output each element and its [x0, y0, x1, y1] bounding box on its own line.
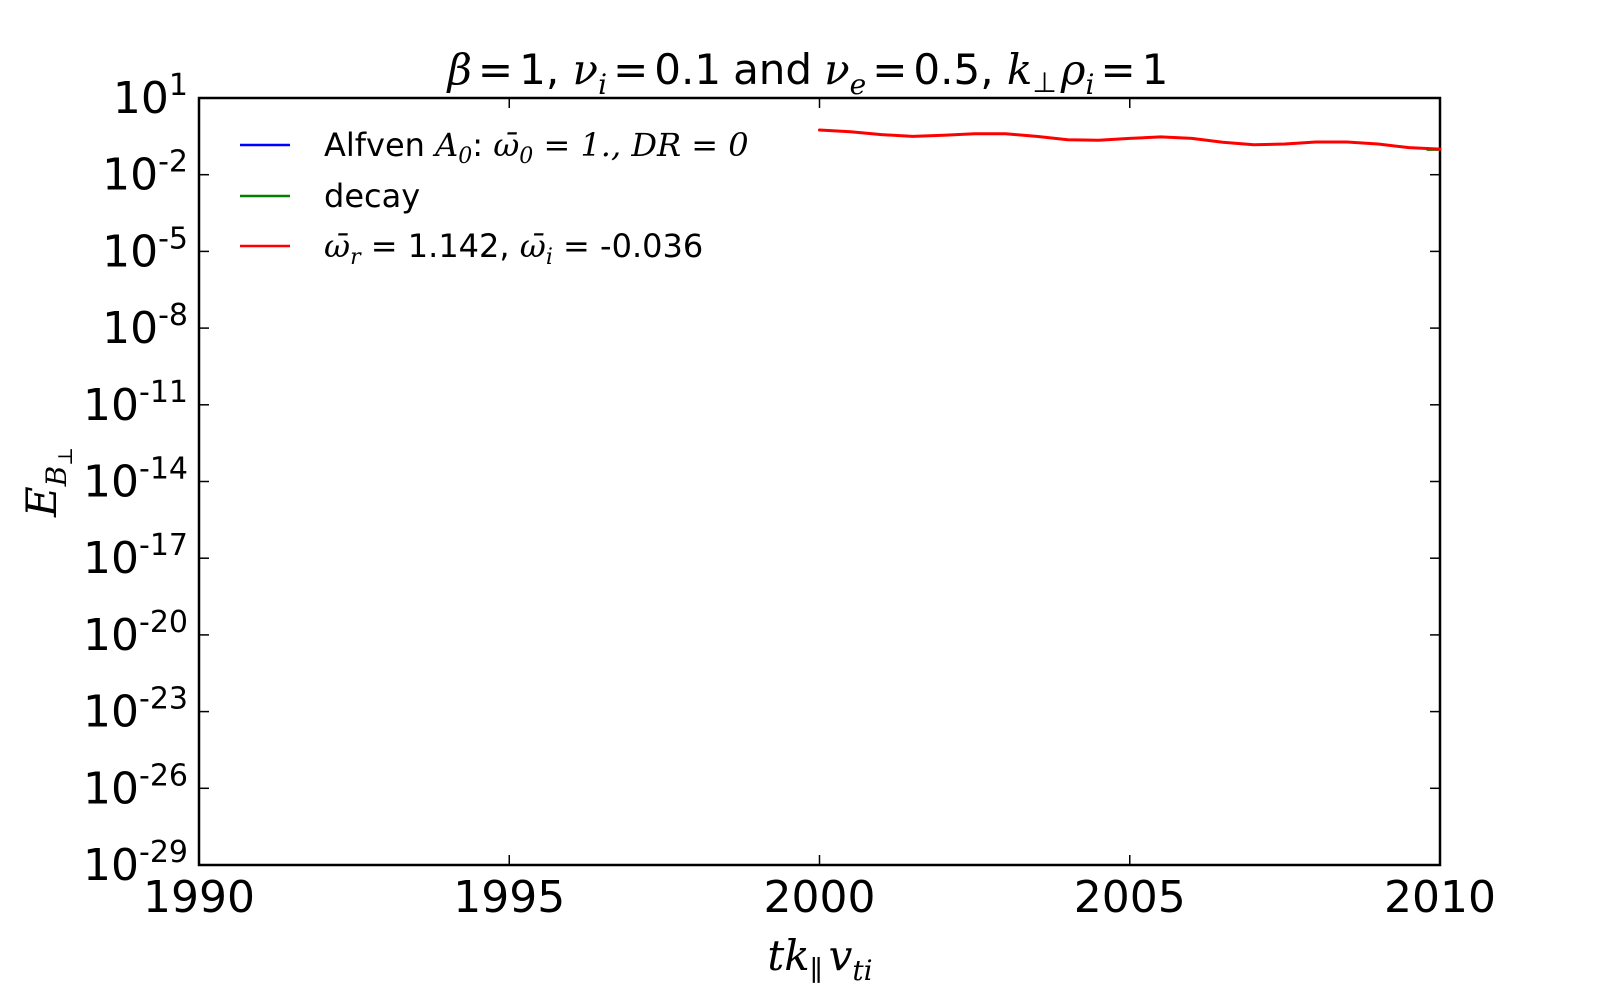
title-nu-i: ν [573, 45, 599, 94]
y-tick-label: 10-2 [102, 145, 188, 201]
y-tick-label: 10-26 [83, 758, 188, 814]
y-tick-label: 10-14 [83, 452, 188, 508]
title-nu-e: ν [824, 45, 850, 94]
title-and: and [733, 45, 812, 94]
series-line-2 [818, 128, 1442, 151]
title-k-value: 1 [1142, 45, 1169, 94]
x-tick-label: 2010 [1384, 872, 1496, 923]
y-tick-label: 10-17 [83, 528, 188, 584]
y-tick-label: 10-11 [83, 375, 188, 431]
title-nu-i-value: 0.1 [654, 45, 721, 94]
title-rho: ρ [1060, 45, 1086, 94]
y-tick-label: 10-20 [83, 605, 188, 661]
ticks-layer: 1990 1995 2000 2005 2010 101 10-2 10-5 10-8 10-11… [83, 68, 1496, 923]
chart-title: β = 1, νi = 0.1 and νe = 0.5, k⊥ρi = 1 [446, 45, 1169, 101]
y-axis-label: EB⊥ [17, 447, 77, 518]
legend-label-decay: decay [324, 177, 420, 215]
y-tick-label: 10-23 [83, 682, 188, 738]
x-tick-label: 2000 [764, 872, 876, 923]
legend-label-fit: ω̄r = 1.142, ω̄i = -0.036 [324, 227, 703, 270]
title-nu-e-value: 0.5 [913, 45, 980, 94]
series-layer [818, 128, 1442, 151]
x-tick-label: 1995 [453, 872, 565, 923]
title-rho-sub: i [1085, 68, 1094, 101]
title-k: k [1007, 45, 1032, 94]
x-tick-label: 1990 [143, 872, 255, 923]
y-tick-label: 10-5 [102, 221, 188, 277]
y-tick-label: 10-29 [83, 835, 188, 891]
title-nu-i-sub: i [598, 68, 607, 101]
title-nu-e-sub: e [850, 68, 867, 101]
title-perp: ⊥ [1032, 66, 1056, 99]
y-tick-label: 10-8 [102, 298, 188, 354]
legend: Alfven A0: ω̄0 = 1., DR = 0 decay ω̄r = … [240, 126, 749, 270]
x-axis-label: tk∥ vti [767, 931, 872, 987]
y-tick-label: 101 [113, 68, 188, 124]
title-beta-value: 1 [519, 45, 546, 94]
title-beta: β [446, 45, 472, 94]
legend-label-alfven: Alfven A0: ω̄0 = 1., DR = 0 [324, 126, 749, 169]
x-tick-label: 2005 [1074, 872, 1186, 923]
